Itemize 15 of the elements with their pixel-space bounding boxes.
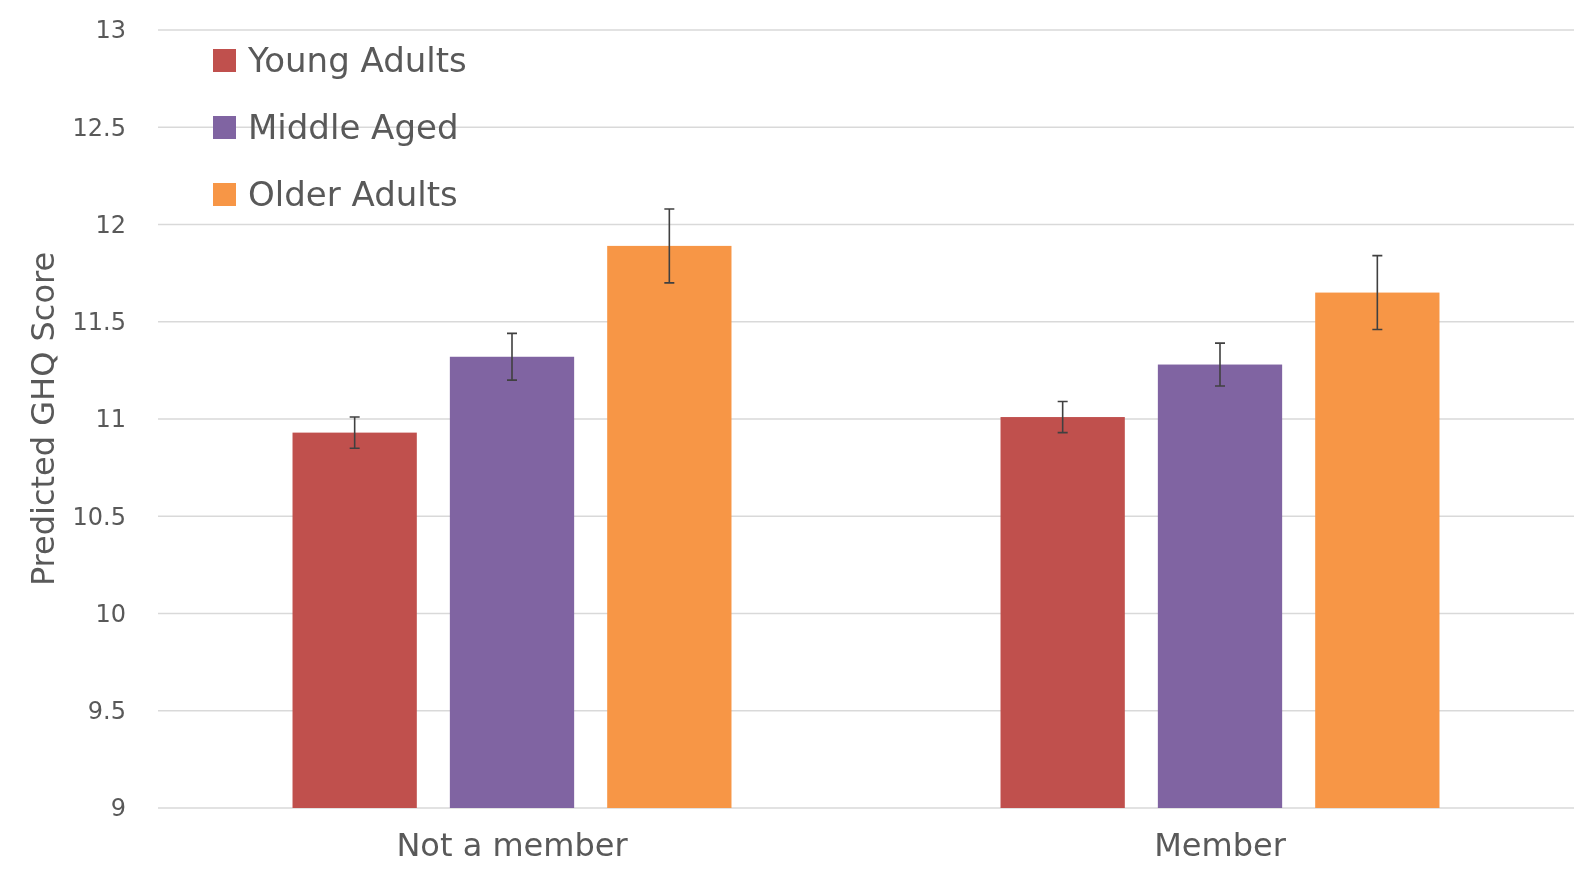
y-tick-label: 11	[95, 405, 126, 434]
legend-label: Middle Aged	[248, 106, 459, 147]
legend-label: Older Adults	[248, 173, 458, 214]
y-tick-label: 9	[110, 794, 126, 823]
y-tick-label: 11.5	[72, 308, 126, 337]
y-tick-label: 12	[95, 210, 126, 239]
y-tick-label: 12.5	[72, 113, 126, 142]
x-tick-label: Not a member	[396, 826, 629, 864]
y-tick-label: 10.5	[72, 502, 126, 531]
x-tick-label: Member	[1154, 826, 1287, 864]
y-axis-title: Predicted GHQ Score	[24, 251, 62, 587]
y-tick-label: 9.5	[87, 697, 126, 726]
y-tick-label: 13	[95, 16, 126, 45]
legend-label: Young Adults	[247, 39, 467, 80]
y-tick-label: 10	[95, 599, 126, 628]
